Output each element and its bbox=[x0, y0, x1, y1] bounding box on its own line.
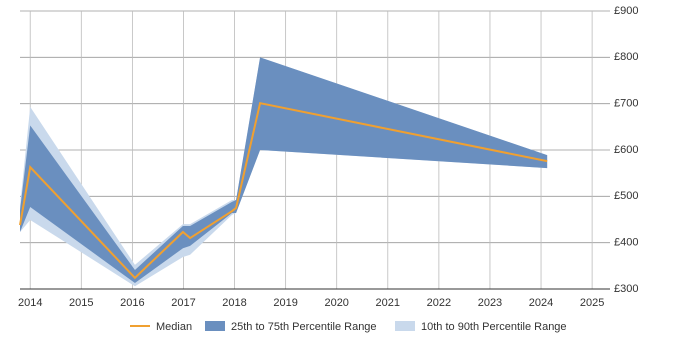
y-tick-label: £400 bbox=[614, 237, 638, 249]
x-tick-label: 2014 bbox=[18, 297, 42, 309]
x-tick-label: 2019 bbox=[273, 297, 297, 309]
x-tick-label: 2022 bbox=[427, 297, 451, 309]
y-tick-label: £500 bbox=[614, 190, 638, 202]
legend-label: Median bbox=[156, 321, 192, 333]
y-tick-label: £700 bbox=[614, 98, 638, 110]
y-tick-label: £600 bbox=[614, 144, 638, 156]
x-tick-label: 2025 bbox=[580, 297, 604, 309]
legend-swatch bbox=[205, 321, 225, 331]
y-tick-label: £900 bbox=[614, 5, 638, 17]
x-tick-label: 2017 bbox=[171, 297, 195, 309]
legend-label: 10th to 90th Percentile Range bbox=[421, 321, 567, 333]
x-tick-label: 2024 bbox=[529, 297, 553, 309]
y-tick-label: £300 bbox=[614, 283, 638, 295]
x-tick-label: 2023 bbox=[478, 297, 502, 309]
x-tick-label: 2020 bbox=[324, 297, 348, 309]
x-tick-label: 2015 bbox=[69, 297, 93, 309]
range-band bbox=[20, 57, 548, 283]
x-tick-label: 2016 bbox=[120, 297, 144, 309]
x-tick-label: 2018 bbox=[222, 297, 246, 309]
y-tick-label: £800 bbox=[614, 51, 638, 63]
legend-swatch bbox=[395, 321, 415, 331]
legend-label: 25th to 75th Percentile Range bbox=[231, 321, 377, 333]
x-tick-label: 2021 bbox=[376, 297, 400, 309]
median-line bbox=[19, 102, 548, 280]
